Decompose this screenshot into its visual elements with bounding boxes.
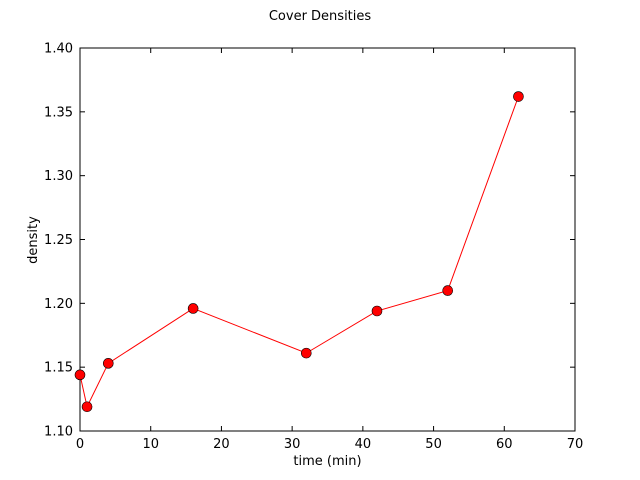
y-tick-label: 1.20: [44, 297, 73, 312]
y-tick-label: 1.35: [44, 105, 73, 120]
series-layer: [74, 91, 524, 413]
data-point: [81, 401, 93, 413]
data-point: [74, 369, 86, 381]
y-tick-label: 1.15: [44, 361, 73, 376]
data-point: [300, 347, 312, 359]
data-point: [442, 285, 454, 296]
chart-title: Cover Densities: [269, 9, 372, 24]
y-tick-label: 1.25: [44, 233, 73, 248]
y-axis: 1.10 1.15 1.20 1.25 1.30 1.35 1.40: [44, 42, 575, 440]
data-point: [371, 305, 383, 317]
x-axis-label: time (min): [293, 454, 361, 469]
series-line: [79, 96, 519, 409]
data-point: [513, 91, 524, 102]
data-point: [102, 358, 114, 369]
x-axis: 0 10 20 30 40 50 60 70: [76, 48, 583, 452]
x-tick-label: 60: [496, 437, 513, 452]
x-tick-label: 0: [76, 437, 84, 452]
y-axis-label: density: [26, 216, 41, 264]
x-tick-label: 70: [567, 437, 584, 452]
data-point: [187, 303, 199, 314]
x-tick-label: 10: [142, 437, 159, 452]
x-tick-label: 30: [284, 437, 301, 452]
x-tick-label: 20: [213, 437, 230, 452]
y-tick-label: 1.30: [44, 169, 73, 184]
x-tick-label: 40: [355, 437, 372, 452]
x-tick-label: 50: [425, 437, 442, 452]
y-tick-label: 1.40: [44, 42, 73, 57]
y-tick-label: 1.10: [44, 425, 73, 440]
plot-area-frame: [79, 47, 576, 432]
